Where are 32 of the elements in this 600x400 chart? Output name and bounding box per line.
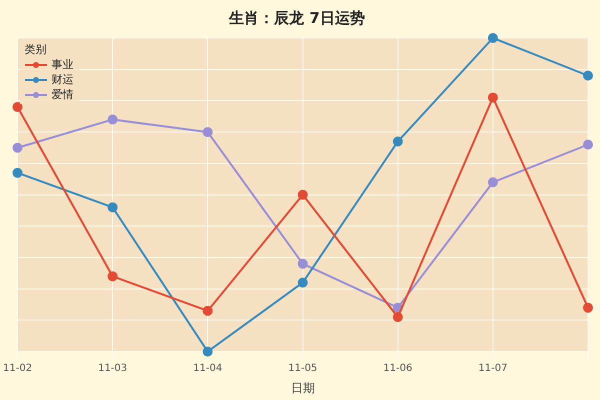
legend-label: 爱情	[52, 87, 74, 102]
x-tick-label: 11-06	[383, 363, 412, 374]
point	[488, 177, 498, 188]
point	[583, 140, 593, 150]
point	[202, 306, 213, 316]
x-tick-label: 11-05	[288, 363, 318, 374]
point	[488, 33, 498, 43]
x-tick-label: 11-02	[3, 363, 32, 374]
x-axis-title: 日期	[290, 380, 315, 395]
point	[202, 346, 213, 357]
point	[392, 312, 403, 322]
legend-title: 类别	[24, 42, 48, 57]
point	[583, 302, 593, 313]
point	[108, 202, 118, 212]
chart-title: 生肖：辰龙 7日运势	[228, 8, 365, 27]
point	[298, 190, 308, 200]
point	[12, 102, 23, 112]
point	[202, 127, 213, 138]
x-tick-label: 11-07	[478, 363, 508, 374]
point	[392, 136, 403, 146]
point	[108, 271, 118, 282]
point	[298, 278, 308, 288]
point	[12, 168, 23, 178]
legend-label: 事业	[52, 57, 74, 72]
point	[108, 114, 118, 125]
x-tick-label: 11-04	[193, 363, 222, 374]
legend-label: 财运	[52, 72, 74, 87]
x-tick-label: 11-03	[98, 363, 128, 374]
point	[488, 92, 498, 103]
point	[298, 258, 308, 269]
point	[12, 142, 23, 153]
point	[583, 70, 593, 81]
